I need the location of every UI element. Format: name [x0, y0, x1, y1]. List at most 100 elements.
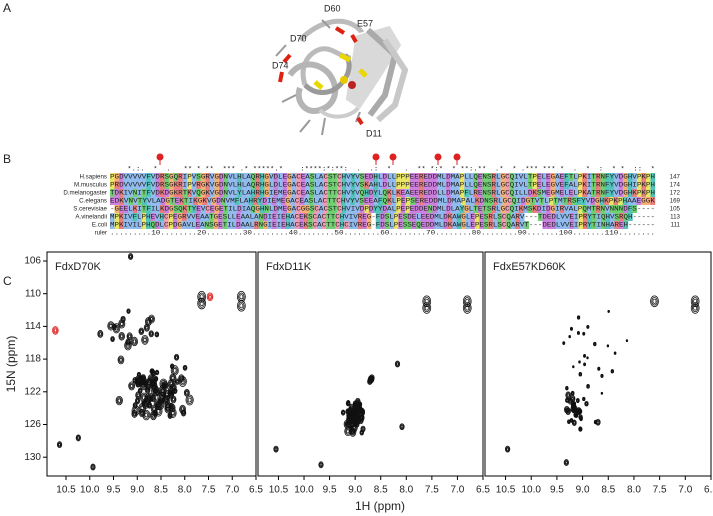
residue-shade — [527, 173, 533, 181]
residue-shade — [169, 205, 174, 213]
residue-shade — [209, 181, 215, 189]
peak-contour — [130, 336, 138, 347]
residue-shade — [178, 189, 183, 197]
residue-label: D11 — [366, 128, 382, 138]
residue-shade — [518, 181, 524, 189]
residue-shade — [223, 205, 229, 213]
residue-shade — [241, 189, 247, 197]
residue-shade — [290, 221, 295, 229]
residue-shade — [359, 189, 365, 197]
x-tick-label: 7.5 — [425, 485, 439, 496]
residue-shade — [459, 173, 465, 181]
residue-shade — [234, 197, 240, 205]
residue-shade — [178, 173, 183, 181]
residue-shade — [459, 205, 465, 213]
peak-contour — [142, 336, 148, 344]
residue-shade — [464, 205, 469, 213]
residue-shade — [285, 197, 291, 205]
residue-shade — [164, 221, 169, 229]
residue-shade — [305, 181, 311, 189]
peak-contour — [570, 390, 575, 396]
y-tick-label: 122 — [24, 386, 41, 397]
protein-structure — [275, 18, 409, 136]
residue-shade — [282, 173, 288, 181]
peak-contour — [117, 398, 121, 403]
residue-shade — [187, 181, 192, 189]
residue-shade — [396, 197, 402, 205]
residue-shade — [273, 205, 279, 213]
peak-contour — [563, 459, 569, 466]
residue-shade — [241, 181, 247, 189]
y-axis-label: 15N (ppm) — [4, 336, 18, 393]
residue-shade — [177, 213, 183, 221]
residue-shade — [432, 173, 438, 181]
spectrum-title: FdxD70K — [55, 261, 102, 273]
peak-contour — [572, 365, 575, 368]
residue-shade — [636, 189, 642, 197]
residue-shade — [264, 173, 270, 181]
residue-shade — [434, 221, 440, 229]
residue-shade — [578, 213, 584, 221]
residue-shade — [132, 189, 138, 197]
residue-shade — [500, 181, 506, 189]
residue-shade — [464, 173, 469, 181]
peak-contour — [75, 434, 81, 442]
residue-shade — [359, 181, 365, 189]
residue-shade — [132, 205, 138, 213]
residue-shade — [323, 205, 329, 213]
residue-shade — [641, 173, 647, 181]
residue-shade — [273, 173, 279, 181]
residue-shade — [382, 181, 388, 189]
x-tick-label: 7.0 — [450, 485, 464, 496]
residue-shade — [486, 173, 492, 181]
residue-shade — [253, 197, 258, 205]
residue-shade — [405, 205, 410, 213]
residue-shade — [618, 181, 624, 189]
residue-shade — [368, 197, 374, 205]
peak-contour — [593, 342, 596, 346]
peak-contour — [149, 410, 157, 421]
residue-shade — [461, 221, 467, 229]
x-tick-label: 10.0 — [80, 485, 100, 496]
peak-contour — [586, 356, 589, 359]
peak-contour — [183, 365, 187, 370]
residue-shade — [527, 189, 533, 197]
peak-contour — [359, 408, 364, 414]
residue-shade — [318, 205, 324, 213]
residue-shade — [263, 221, 268, 229]
peak-contour — [149, 395, 153, 400]
peak-contour — [207, 293, 213, 300]
peak-contour — [422, 302, 432, 314]
residue-shade — [282, 181, 288, 189]
residue-shade — [128, 205, 133, 213]
residue-shade — [205, 173, 211, 181]
residue-shade — [455, 181, 460, 189]
peak-contour — [179, 375, 184, 382]
residue-shade — [618, 213, 624, 221]
peak-contour — [170, 374, 176, 382]
residue-shade — [151, 197, 157, 205]
residue-shade — [159, 173, 165, 181]
peak-contour — [128, 253, 133, 259]
peak-contour — [349, 411, 352, 415]
peak-contour — [577, 408, 583, 415]
residue-shade — [223, 181, 229, 189]
peak-contour — [118, 356, 124, 364]
residue-shade — [577, 205, 583, 213]
residue-shade — [285, 213, 291, 221]
residue-shade — [560, 221, 566, 229]
residue-shade — [641, 189, 647, 197]
peak-contour — [166, 406, 170, 411]
peak-contour — [133, 403, 137, 407]
residue-shade — [380, 213, 385, 221]
residue-shade — [414, 189, 420, 197]
residue-shade — [110, 213, 115, 221]
peak-contour — [342, 411, 345, 415]
residue-shade — [110, 189, 115, 197]
residue-shade — [240, 221, 246, 229]
residue-shade — [182, 173, 188, 181]
residue-shade — [340, 197, 346, 205]
residue-shade — [497, 213, 503, 221]
residue-shade — [239, 197, 245, 205]
peak-contour — [567, 397, 574, 405]
